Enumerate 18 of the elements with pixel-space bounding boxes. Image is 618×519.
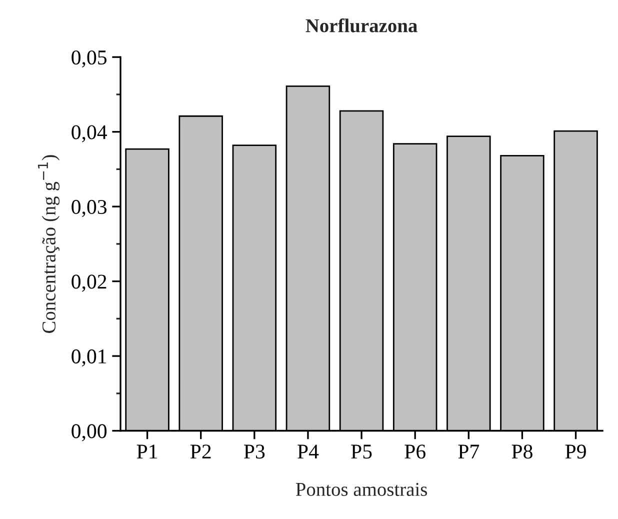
x-tick-label: P1 bbox=[136, 444, 158, 458]
x-tick-label: P5 bbox=[351, 444, 372, 459]
y-tick-label: 0,02 bbox=[72, 274, 106, 292]
x-tick-label: P6 bbox=[404, 444, 426, 459]
x-tick-label: P2 bbox=[190, 444, 211, 458]
x-axis-title: Pontos amostrais bbox=[296, 482, 427, 496]
y-tick-label: 0,03 bbox=[72, 200, 106, 217]
chart-title: Norflurazona bbox=[306, 18, 418, 32]
y-tick-label: 0,04 bbox=[72, 125, 107, 142]
x-tick-label: P8 bbox=[512, 444, 532, 459]
y-axis-title: Concentração (ng g$^{−1}$) bbox=[38, 155, 60, 333]
x-tick-label: P9 bbox=[565, 444, 586, 459]
x-tick-label: P3 bbox=[244, 444, 265, 459]
y-tick-label: 0,00 bbox=[72, 424, 107, 442]
x-tick-label: P4 bbox=[298, 444, 319, 458]
y-tick-label: 0,01 bbox=[72, 349, 106, 366]
y-tick-label: 0,05 bbox=[72, 50, 106, 68]
x-tick-label: P7 bbox=[458, 444, 480, 458]
